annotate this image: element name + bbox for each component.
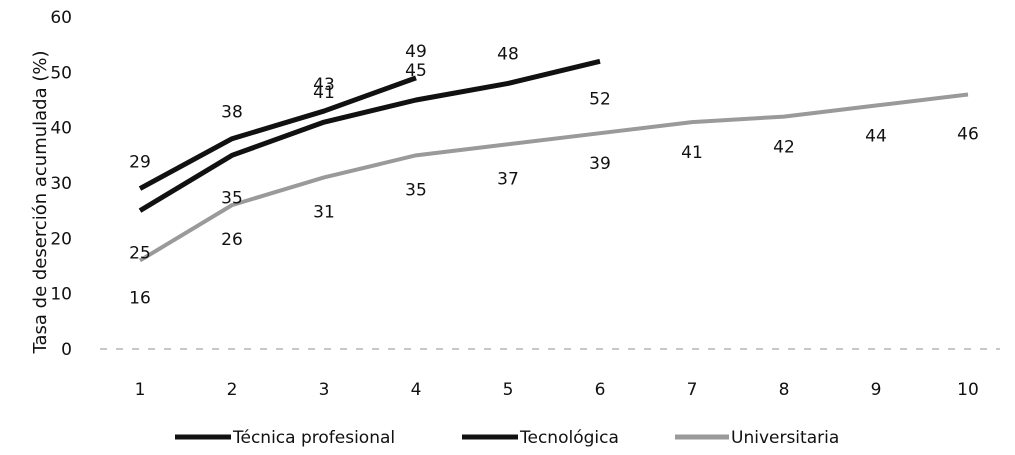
series-line-1 [138,75,417,191]
data-label-tecnologica: 41 [313,83,335,103]
x-tick-label: 4 [411,380,422,400]
data-label-universitaria: 41 [681,143,703,163]
y-tick-label: 10 [50,285,72,305]
data-label-tecnologica: 25 [129,244,151,264]
x-tick-label: 7 [687,380,698,400]
x-tick-label: 1 [135,380,146,400]
data-labels: 29 38 43 49 25 35 41 45 48 52 16 26 31 35 37 39 41 42 44 46 [129,42,979,309]
data-label-universitaria: 42 [773,138,795,158]
data-label-tecnologica: 52 [589,89,611,109]
legend-label: Universitaria [731,428,839,448]
legend-label: Técnica profesional [232,428,395,448]
data-label-tecnica-profesional: 29 [129,153,151,173]
x-tick-label: 5 [503,380,514,400]
data-label-universitaria: 46 [957,124,979,144]
data-label-tecnologica: 35 [221,188,243,208]
y-tick-label: 50 [50,63,72,83]
y-tick-label: 20 [50,229,72,249]
x-tick-label: 8 [779,380,790,400]
data-label-tecnologica: 45 [405,61,427,81]
series-line-3 [138,92,969,263]
legend-label: Tecnológica [519,428,619,448]
x-tick-label: 2 [227,380,238,400]
data-label-tecnica-profesional: 49 [405,42,427,62]
data-label-universitaria: 26 [221,230,243,250]
x-tick-label: 6 [595,380,606,400]
data-label-tecnica-profesional: 38 [221,103,243,123]
y-axis-title: Tasa de deserción acumulada (%) [30,50,51,354]
y-tick-label: 60 [50,8,72,28]
data-label-tecnica-profesional: 43 [313,75,335,95]
series-lines [138,58,969,263]
y-tick-label: 30 [50,174,72,194]
x-tick-label: 10 [957,380,979,400]
legend: Técnica profesional Tecnológica Universita… [175,428,839,448]
x-tick-label: 3 [319,380,330,400]
data-label-universitaria: 16 [129,288,151,308]
data-label-universitaria: 37 [497,169,519,189]
x-tick-label: 9 [871,380,882,400]
data-label-universitaria: 44 [865,127,887,147]
y-tick-label: 0 [61,340,72,360]
data-label-universitaria: 31 [313,202,335,222]
series-line-2 [138,58,601,213]
y-tick-label: 40 [50,119,72,139]
data-label-tecnologica: 48 [497,44,519,64]
data-label-universitaria: 39 [589,154,611,174]
data-label-universitaria: 35 [405,180,427,200]
